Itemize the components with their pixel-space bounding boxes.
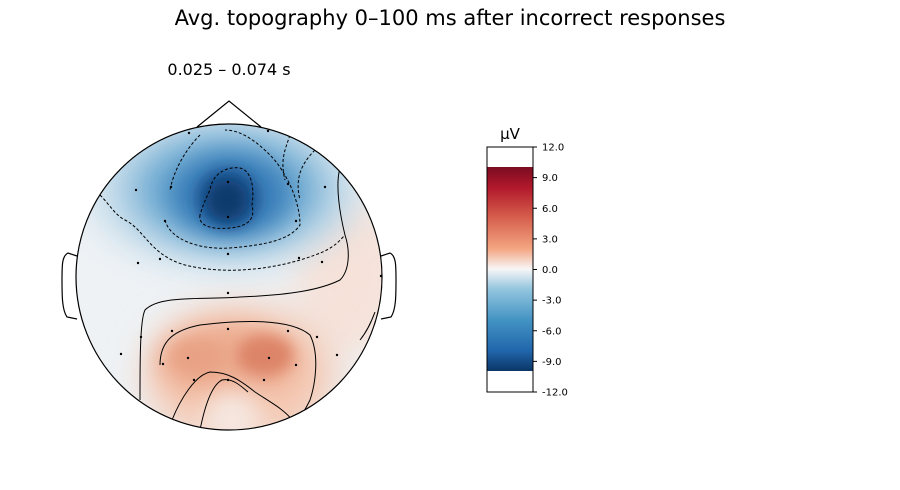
colorbar-tick-label: 12.0 [542, 143, 564, 154]
chart-title: Avg. topography 0–100 ms after incorrect… [174, 6, 726, 30]
sensor-markers [119, 129, 383, 382]
topomap-time-window: 0.025 – 0.074 s [167, 60, 291, 79]
topomap-field [76, 124, 382, 430]
colorbar-tick-label: 6.0 [542, 204, 558, 215]
right-ear-outline [380, 252, 397, 320]
colorbar: µV 12.0 9.0 6.0 3.0 0.0 -3.0 -6.0 -9.0 -12.0 [486, 125, 568, 399]
colorbar-tick-label: -9.0 [542, 357, 562, 368]
contour-lines [99, 129, 376, 430]
colorbar-gradient [487, 167, 533, 371]
colorbar-tick-label: 9.0 [542, 173, 558, 184]
colorbar-tick-label: -3.0 [542, 296, 562, 307]
colorbar-tick-label: -6.0 [542, 326, 562, 337]
colorbar-tick-label: 3.0 [542, 234, 558, 245]
colorbar-tick-label: -12.0 [542, 388, 568, 399]
colorbar-unit-label: µV [500, 125, 521, 143]
colorbar-ticks: 12.0 9.0 6.0 3.0 0.0 -3.0 -6.0 -9.0 -12.0 [533, 143, 568, 399]
head-outline [61, 100, 397, 431]
nose-outline [196, 100, 262, 128]
left-ear-outline [61, 252, 78, 320]
colorbar-tick-label: 0.0 [542, 265, 558, 276]
